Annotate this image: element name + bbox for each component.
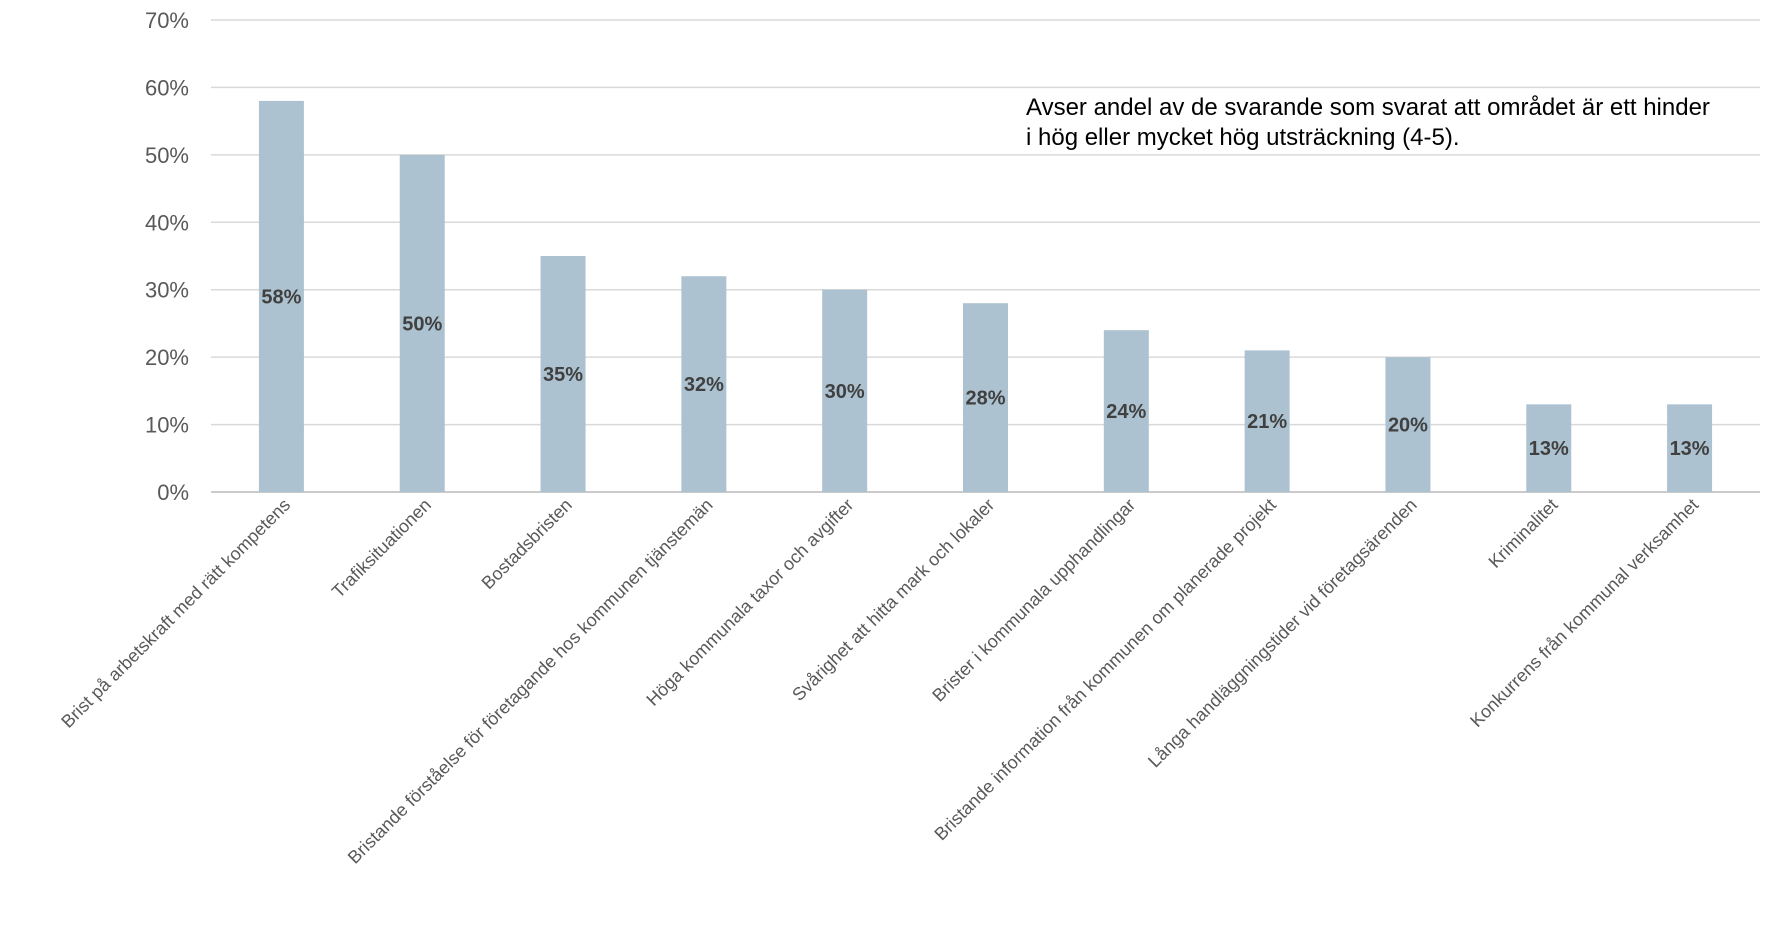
data-labels: 58% 50% 35% 32% 30% 28% 24% 21% 20% 13% 13% <box>261 286 1709 460</box>
bar <box>681 276 727 492</box>
y-axis-ticks: 0% 10% 20% 30% 40% 50% 60% 70% <box>145 8 189 505</box>
data-label: 24% <box>1106 401 1146 423</box>
bar <box>258 100 304 493</box>
bar <box>1244 350 1290 492</box>
y-tick-label: 60% <box>145 75 189 100</box>
bar <box>540 256 586 492</box>
x-axis-ticks: Brist på arbetskraft med rätt kompetens T… <box>57 495 1702 868</box>
y-tick-label: 70% <box>145 8 189 33</box>
data-label: 30% <box>825 381 865 403</box>
x-tick-label: Brist på arbetskraft med rätt kompetens <box>57 495 294 732</box>
bar <box>1526 404 1572 492</box>
x-tick-label: Trafiksituationen <box>328 495 435 602</box>
x-tick-label: Kriminalitet <box>1485 495 1562 572</box>
annotation-line-2: i hög eller mycket hög utsträckning (4-5… <box>1026 124 1460 151</box>
y-tick-label: 30% <box>145 278 189 303</box>
annotation-line-1: Avser andel av de svarande som svarat at… <box>1026 94 1710 121</box>
data-label: 32% <box>684 374 724 396</box>
bars <box>258 100 1713 493</box>
bar <box>1385 357 1431 492</box>
data-label: 21% <box>1247 411 1287 433</box>
y-tick-label: 40% <box>145 210 189 235</box>
y-tick-label: 50% <box>145 143 189 168</box>
x-tick-label: Bristande information från kommunen om p… <box>930 495 1279 844</box>
x-tick-label: Konkurrens från kommunal verksamhet <box>1466 495 1702 731</box>
data-label: 28% <box>965 388 1005 410</box>
y-tick-label: 20% <box>145 345 189 370</box>
y-tick-label: 10% <box>145 413 189 438</box>
x-tick-label: Långa handläggningstider vid företagsäre… <box>1144 495 1421 772</box>
bar <box>963 303 1008 492</box>
data-label: 13% <box>1529 438 1569 460</box>
bar <box>822 289 868 492</box>
bar <box>1667 404 1713 492</box>
data-label: 58% <box>261 286 301 308</box>
x-tick-label: Bostadsbristen <box>478 495 576 593</box>
bar <box>1103 330 1149 492</box>
data-label: 50% <box>402 313 442 335</box>
data-label: 35% <box>543 364 583 386</box>
y-tick-label: 0% <box>157 480 189 505</box>
bar <box>399 154 445 492</box>
data-label: 20% <box>1388 415 1428 437</box>
data-label: 13% <box>1670 438 1710 460</box>
